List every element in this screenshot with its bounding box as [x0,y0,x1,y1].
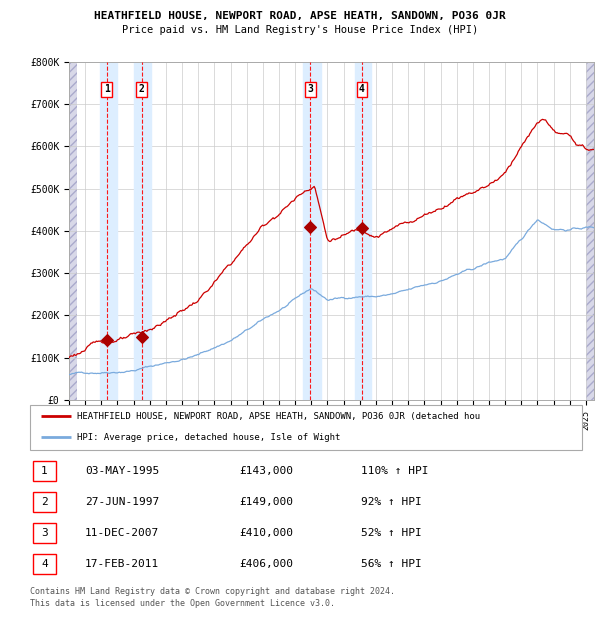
Text: 92% ↑ HPI: 92% ↑ HPI [361,497,422,507]
FancyBboxPatch shape [33,554,56,574]
Text: 56% ↑ HPI: 56% ↑ HPI [361,559,422,569]
Text: 2: 2 [139,84,145,94]
Text: 1: 1 [41,466,48,476]
Text: £143,000: £143,000 [240,466,294,476]
Text: 3: 3 [307,84,313,94]
Text: HPI: Average price, detached house, Isle of Wight: HPI: Average price, detached house, Isle… [77,433,340,441]
Text: £410,000: £410,000 [240,528,294,538]
Text: HEATHFIELD HOUSE, NEWPORT ROAD, APSE HEATH, SANDOWN, PO36 0JR (detached hou: HEATHFIELD HOUSE, NEWPORT ROAD, APSE HEA… [77,412,480,420]
Text: Contains HM Land Registry data © Crown copyright and database right 2024.: Contains HM Land Registry data © Crown c… [30,587,395,596]
FancyBboxPatch shape [33,523,56,543]
Point [305,222,315,232]
Text: 2: 2 [41,497,48,507]
Bar [586,62,594,400]
Text: 27-JUN-1997: 27-JUN-1997 [85,497,160,507]
FancyBboxPatch shape [33,492,56,512]
Text: This data is licensed under the Open Government Licence v3.0.: This data is licensed under the Open Gov… [30,600,335,608]
Point [137,332,146,342]
Text: 3: 3 [41,528,48,538]
Text: 52% ↑ HPI: 52% ↑ HPI [361,528,422,538]
Text: £406,000: £406,000 [240,559,294,569]
Bar [100,62,118,400]
Bar [303,62,321,400]
Text: 110% ↑ HPI: 110% ↑ HPI [361,466,428,476]
Bar [355,62,371,400]
Text: 4: 4 [359,84,365,94]
Text: 03-MAY-1995: 03-MAY-1995 [85,466,160,476]
Text: 11-DEC-2007: 11-DEC-2007 [85,528,160,538]
Text: 4: 4 [41,559,48,569]
Point [357,223,367,233]
Text: 1: 1 [104,84,110,94]
Text: 17-FEB-2011: 17-FEB-2011 [85,559,160,569]
Text: Price paid vs. HM Land Registry's House Price Index (HPI): Price paid vs. HM Land Registry's House … [122,25,478,35]
Text: £149,000: £149,000 [240,497,294,507]
Bar [134,62,151,400]
FancyBboxPatch shape [33,461,56,481]
Text: HEATHFIELD HOUSE, NEWPORT ROAD, APSE HEATH, SANDOWN, PO36 0JR: HEATHFIELD HOUSE, NEWPORT ROAD, APSE HEA… [94,11,506,21]
FancyBboxPatch shape [30,405,582,450]
Bar [69,62,77,400]
Point [102,335,112,345]
